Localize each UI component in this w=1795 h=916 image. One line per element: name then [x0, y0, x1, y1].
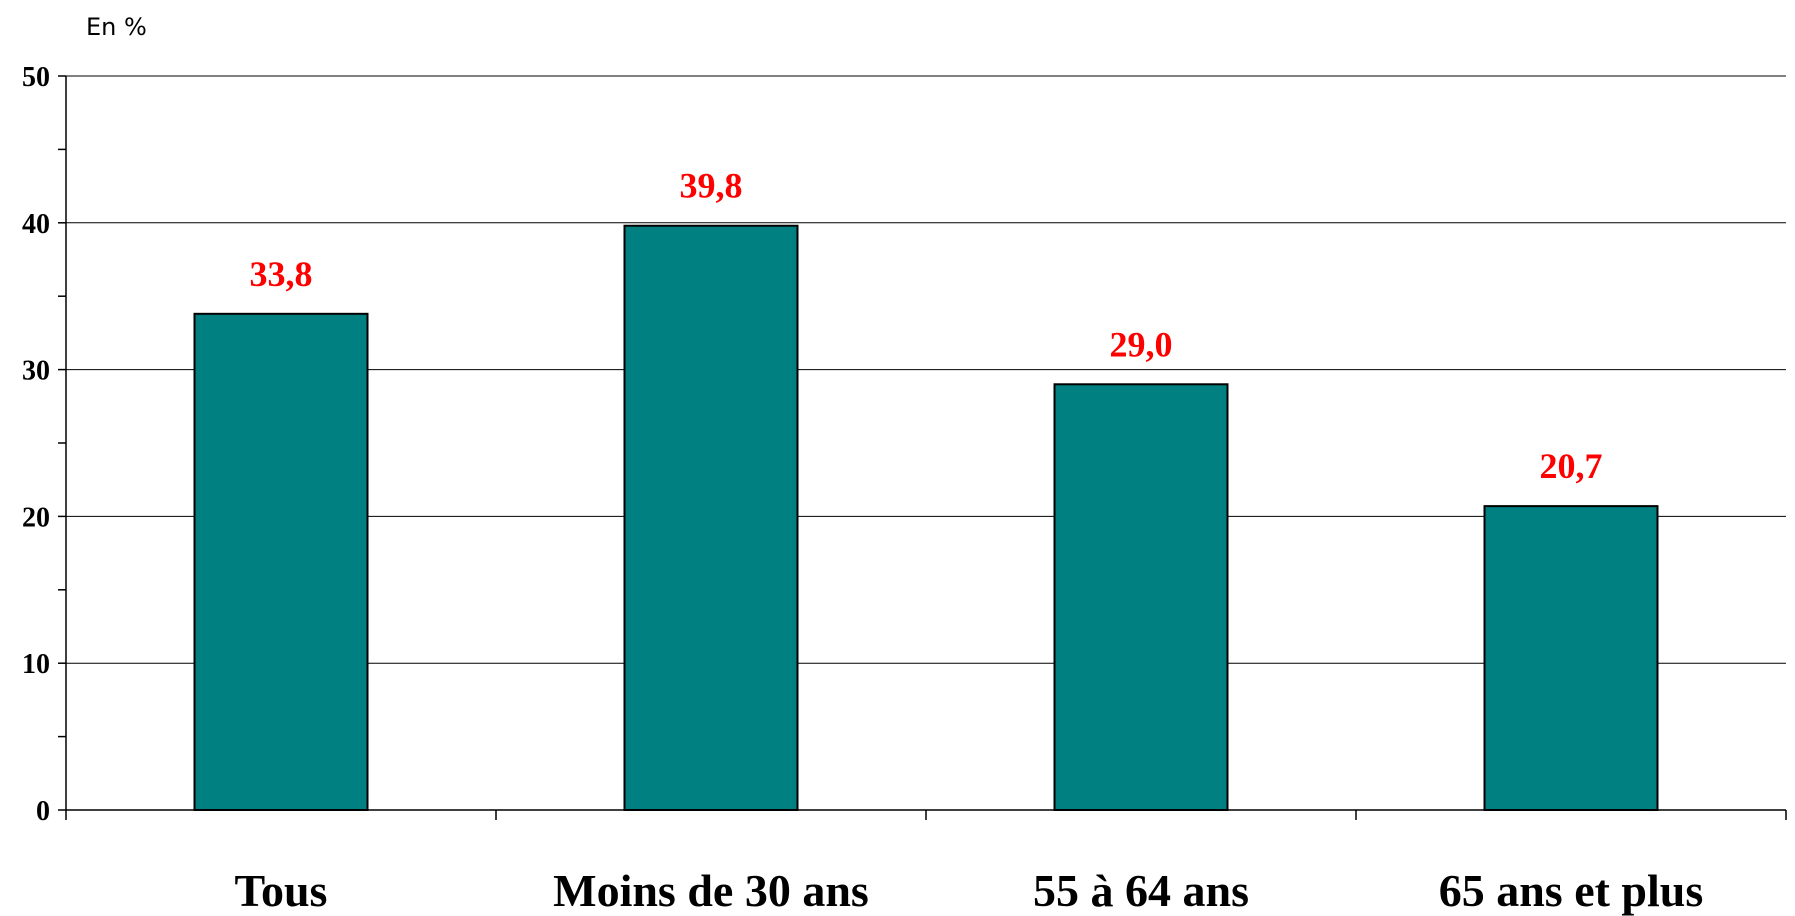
data-label: 20,7	[1540, 446, 1603, 486]
y-tick-label: 20	[22, 502, 50, 533]
bar	[1483, 505, 1659, 811]
bars	[193, 224, 1659, 811]
data-label: 33,8	[250, 254, 313, 294]
bar	[623, 224, 799, 811]
y-tick-label: 30	[22, 356, 50, 387]
y-tick-label: 40	[22, 209, 50, 240]
data-labels: 33,8 39,8 29,0 20,7	[250, 166, 1603, 486]
bar	[193, 312, 369, 811]
y-tick-label: 50	[22, 62, 50, 93]
y-tick-label: 10	[22, 649, 50, 680]
axes	[58, 75, 1787, 820]
y-tick-labels: 0 10 20 30 40 50	[22, 62, 50, 827]
x-tick-label: 55 à 64 ans	[1033, 865, 1249, 916]
unit-label: En %	[86, 13, 147, 41]
x-tick-label: Moins de 30 ans	[553, 865, 869, 916]
x-tick-labels: Tous Moins de 30 ans 55 à 64 ans 65 ans et …	[235, 865, 1704, 916]
x-tick-label: Tous	[235, 865, 328, 916]
x-tick-label: 65 ans et plus	[1439, 865, 1704, 916]
data-label: 29,0	[1110, 324, 1173, 364]
data-label: 39,8	[680, 166, 743, 206]
bar	[1053, 383, 1229, 811]
y-tick-label: 0	[36, 796, 50, 827]
